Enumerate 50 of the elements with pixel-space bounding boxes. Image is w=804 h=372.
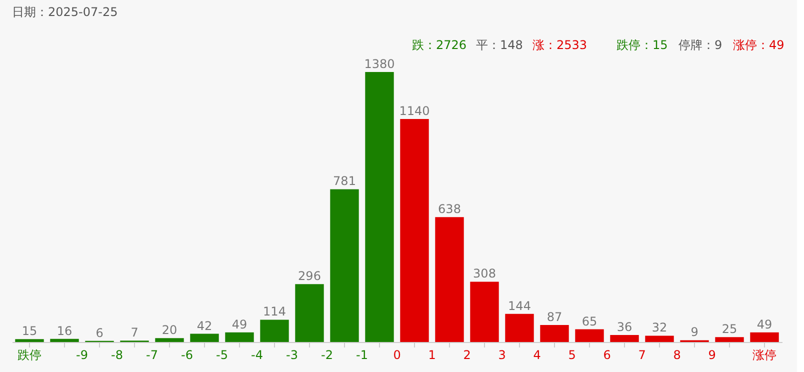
x-tick-label: 6	[603, 348, 611, 362]
data-label: 15	[22, 324, 38, 338]
x-tick-label: 涨停	[752, 348, 776, 362]
data-label: 1380	[364, 57, 395, 71]
data-label: 20	[162, 323, 178, 338]
x-tick-label: 5	[568, 348, 576, 362]
data-label: 144	[508, 298, 531, 313]
x-tick-label: 8	[673, 348, 681, 362]
data-label: 114	[263, 304, 286, 319]
data-label: 9	[690, 325, 698, 340]
data-label: 49	[232, 317, 248, 332]
data-label: 296	[298, 269, 321, 284]
x-tick-label: 4	[533, 348, 541, 362]
text: 平：148	[476, 38, 523, 52]
data-label: 638	[438, 202, 461, 216]
x-tick-label: 3	[498, 348, 506, 362]
data-label: 308	[473, 266, 496, 281]
x-tick-label: 2	[463, 348, 471, 362]
x-tick-label: -2	[321, 348, 333, 362]
text: 停牌：9	[678, 38, 722, 52]
data-label: 36	[616, 320, 632, 334]
x-tick-label: 0	[393, 348, 401, 362]
text: 跌停：15	[616, 38, 668, 52]
x-tick-label: -5	[216, 348, 228, 362]
x-tick-label: -9	[76, 348, 88, 362]
text: 涨停：49	[733, 38, 784, 52]
x-tick-label: -7	[146, 348, 158, 362]
x-tick-label: -1	[356, 348, 368, 362]
x-tick-label: -3	[286, 348, 298, 362]
text: 跌：2726	[412, 38, 467, 52]
data-label: 6	[96, 326, 104, 340]
data-label: 32	[652, 320, 668, 335]
data-label: 7	[130, 326, 138, 340]
x-tick-label: 1	[428, 348, 436, 362]
x-tick-label: 跌停	[18, 348, 42, 362]
data-label: 781	[333, 174, 356, 188]
data-label: 65	[582, 314, 598, 328]
text: 涨：2533	[532, 38, 588, 52]
x-tick-label: -8	[111, 348, 123, 362]
x-tick-label: -6	[181, 348, 193, 362]
x-tick-label: -4	[251, 348, 263, 362]
x-tick-label: 7	[638, 348, 646, 362]
data-label: 16	[56, 324, 72, 338]
data-label: 49	[756, 317, 772, 332]
data-label: 87	[546, 310, 562, 324]
data-label: 42	[196, 318, 212, 333]
data-label: 25	[722, 322, 738, 336]
x-tick-label: 9	[708, 348, 716, 362]
data-label: 1140	[399, 104, 430, 118]
chart-title: 日期：2025-07-25	[12, 5, 118, 19]
